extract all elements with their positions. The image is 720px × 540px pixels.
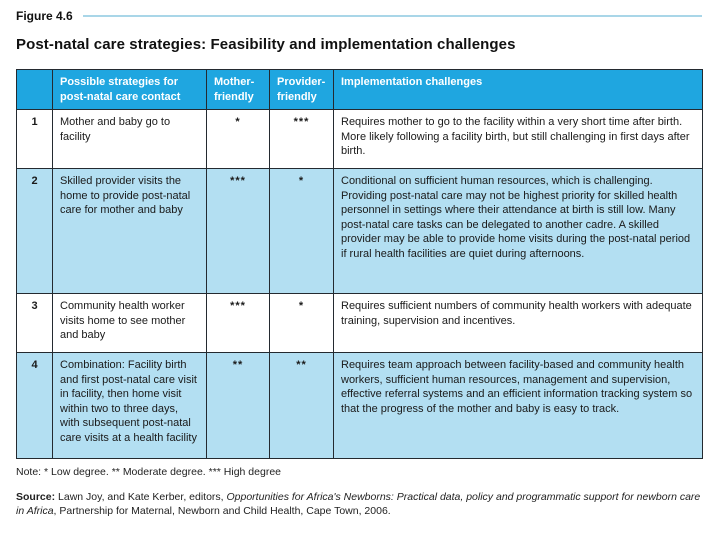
table-row: 4 Combination: Facility birth and first … (16, 352, 703, 459)
cell-mother-friendly-rating: * (206, 109, 270, 169)
source-publisher: , Partnership for Maternal, Newborn and … (53, 505, 391, 517)
table-row: 1 Mother and baby go to facility * *** R… (16, 109, 703, 169)
header-number (16, 69, 53, 110)
figure-title: Post-natal care strategies: Feasibility … (16, 36, 516, 53)
header-implementation-challenges: Implementation challenges (333, 69, 703, 110)
table-row: 2 Skilled provider visits the home to pr… (16, 168, 703, 294)
cell-mother-friendly-rating: *** (206, 293, 270, 353)
figure-label: Figure 4.6 (16, 9, 73, 23)
header-row: Possible strategies for post-natal care … (16, 69, 703, 110)
source-citation: Source: Lawn Joy, and Kate Kerber, edito… (16, 490, 704, 518)
cell-provider-friendly-rating: ** (269, 352, 334, 459)
cell-mother-friendly-rating: *** (206, 168, 270, 294)
header-provider-friendly: Provider-friendly (269, 69, 334, 110)
cell-number: 2 (16, 168, 53, 294)
cell-provider-friendly-rating: *** (269, 109, 334, 169)
cell-challenges: Requires team approach between facility-… (333, 352, 703, 459)
cell-strategy: Community health worker visits home to s… (52, 293, 207, 353)
table-row: 3 Community health worker visits home to… (16, 293, 703, 353)
cell-number: 3 (16, 293, 53, 353)
cell-strategy: Skilled provider visits the home to prov… (52, 168, 207, 294)
source-publication-title: Opportunities for Africa's Newborns: Pra… (16, 491, 701, 517)
table-header: Possible strategies for post-natal care … (16, 69, 703, 110)
cell-strategy: Mother and baby go to facility (52, 109, 207, 169)
strategies-table: Possible strategies for post-natal care … (16, 69, 703, 459)
cell-provider-friendly-rating: * (269, 168, 334, 294)
cell-challenges: Conditional on sufficient human resource… (333, 168, 703, 294)
cell-provider-friendly-rating: * (269, 293, 334, 353)
legend-note: Note: * Low degree. ** Moderate degree. … (16, 466, 282, 478)
source-label: Source: (16, 491, 56, 503)
cell-number: 4 (16, 352, 53, 459)
figure-label-row: Figure 4.6 (16, 9, 704, 23)
cell-challenges: Requires mother to go to the facility wi… (333, 109, 703, 169)
source-authors: Lawn Joy, and Kate Kerber, editors, (55, 491, 227, 503)
cell-number: 1 (16, 109, 53, 169)
cell-strategy: Combination: Facility birth and first po… (52, 352, 207, 459)
header-mother-friendly: Mother-friendly (206, 69, 270, 110)
header-strategy: Possible strategies for post-natal care … (52, 69, 207, 110)
cell-challenges: Requires sufficient numbers of community… (333, 293, 703, 353)
figure-rule-line (82, 15, 702, 17)
cell-mother-friendly-rating: ** (206, 352, 270, 459)
